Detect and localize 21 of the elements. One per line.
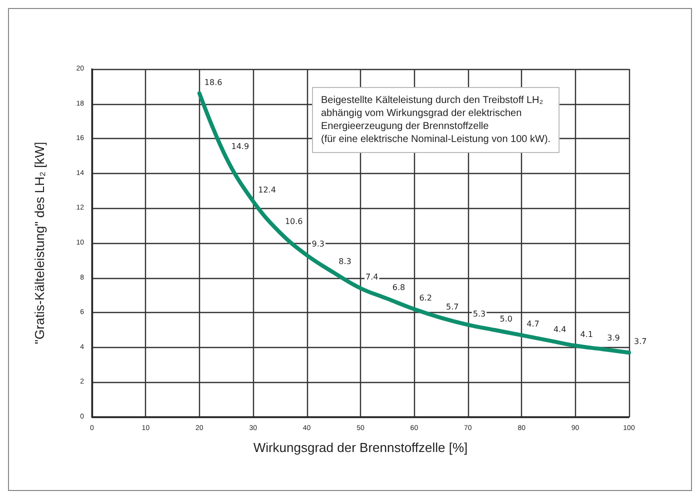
data-label: 6.8: [392, 283, 406, 292]
annotation: Beigestellte Kälteleistung durch den Treibstoff LH₂ abhängig vom Wirkungsgrad der elektrischen Energieerzeugung der Brennstoffzelle (für eine elektrische Nominal-Leistung von 100 kW).: [321, 95, 551, 145]
data-label: 8.3: [338, 257, 352, 266]
data-label: 4.1: [580, 330, 594, 340]
data-label: 18.6: [204, 78, 222, 87]
data-label: 7.4: [366, 272, 378, 282]
data-label: 6.2: [419, 294, 432, 303]
data-label: 4.7: [526, 320, 540, 329]
data-label: 3.7: [634, 337, 647, 346]
x-axis-title: Wirkungsgrad der Brennstoffzelle [%]: [253, 440, 468, 455]
data-label: 5.7: [446, 302, 459, 312]
line-series: [197, 91, 631, 355]
data-label: 5.0: [500, 314, 512, 324]
data-label: 10.6: [284, 217, 303, 226]
y-axis-title: "Gratis-Kälteleistung" des LH₂ [kW]: [32, 142, 47, 344]
data-label: 5.3: [472, 309, 486, 318]
data-label: 14.9: [231, 142, 250, 152]
data-label: 12.4: [258, 186, 276, 195]
data-label: 3.9: [607, 334, 620, 343]
data-label: 9.3: [312, 240, 325, 249]
data-label: 4.4: [553, 324, 566, 334]
